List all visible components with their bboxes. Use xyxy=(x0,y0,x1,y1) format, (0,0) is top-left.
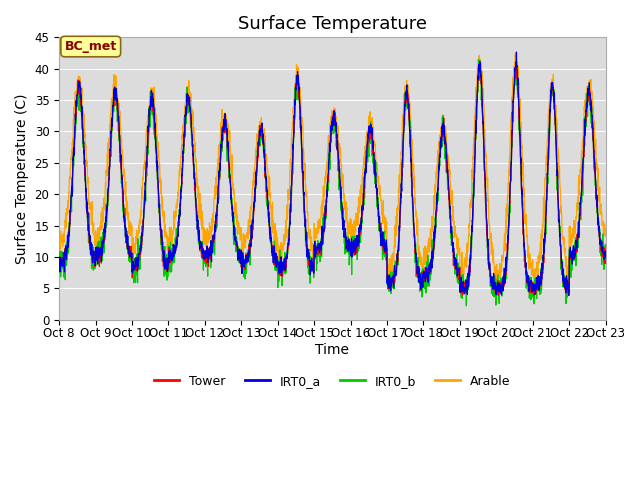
IRT0_a xyxy=(491,282,499,288)
Arable xyxy=(569,226,577,232)
IRT0_b xyxy=(55,270,63,276)
Tower xyxy=(569,249,577,254)
IRT0_b xyxy=(602,242,609,248)
IRT0_a xyxy=(348,254,356,260)
Tower xyxy=(602,253,609,259)
Y-axis label: Surface Temperature (C): Surface Temperature (C) xyxy=(15,93,29,264)
Tower xyxy=(491,287,499,293)
Line: IRT0_a: IRT0_a xyxy=(59,52,605,296)
IRT0_b xyxy=(463,303,470,309)
IRT0_a xyxy=(360,187,367,193)
IRT0_a xyxy=(565,293,573,299)
IRT0_b xyxy=(492,283,499,289)
IRT0_a xyxy=(569,248,577,253)
Line: Tower: Tower xyxy=(59,64,605,295)
IRT0_b xyxy=(569,257,577,263)
Arable xyxy=(511,51,519,57)
Tower xyxy=(360,193,367,199)
Tower xyxy=(513,61,520,67)
Arable xyxy=(348,221,356,227)
Arable xyxy=(55,242,63,248)
Line: Arable: Arable xyxy=(59,54,605,286)
Tower xyxy=(495,292,502,298)
Text: BC_met: BC_met xyxy=(65,40,117,53)
IRT0_a xyxy=(554,167,561,173)
IRT0_b xyxy=(360,202,367,208)
IRT0_b xyxy=(475,56,483,62)
Arable xyxy=(360,155,367,160)
IRT0_b xyxy=(207,251,215,256)
Tower xyxy=(554,181,561,187)
Arable xyxy=(554,148,561,154)
Arable xyxy=(492,283,500,289)
IRT0_b xyxy=(348,244,356,250)
Tower xyxy=(207,247,215,252)
Tower xyxy=(348,249,356,254)
Legend: Tower, IRT0_a, IRT0_b, Arable: Tower, IRT0_a, IRT0_b, Arable xyxy=(150,370,515,393)
X-axis label: Time: Time xyxy=(316,343,349,357)
Arable xyxy=(207,226,215,232)
IRT0_b xyxy=(554,196,561,202)
Title: Surface Temperature: Surface Temperature xyxy=(238,15,427,33)
IRT0_a xyxy=(55,254,63,260)
IRT0_a xyxy=(513,49,520,55)
Arable xyxy=(602,233,609,239)
Arable xyxy=(491,280,499,286)
Line: IRT0_b: IRT0_b xyxy=(59,59,605,306)
IRT0_a xyxy=(207,259,215,264)
IRT0_a xyxy=(602,254,609,260)
Tower xyxy=(55,254,63,260)
